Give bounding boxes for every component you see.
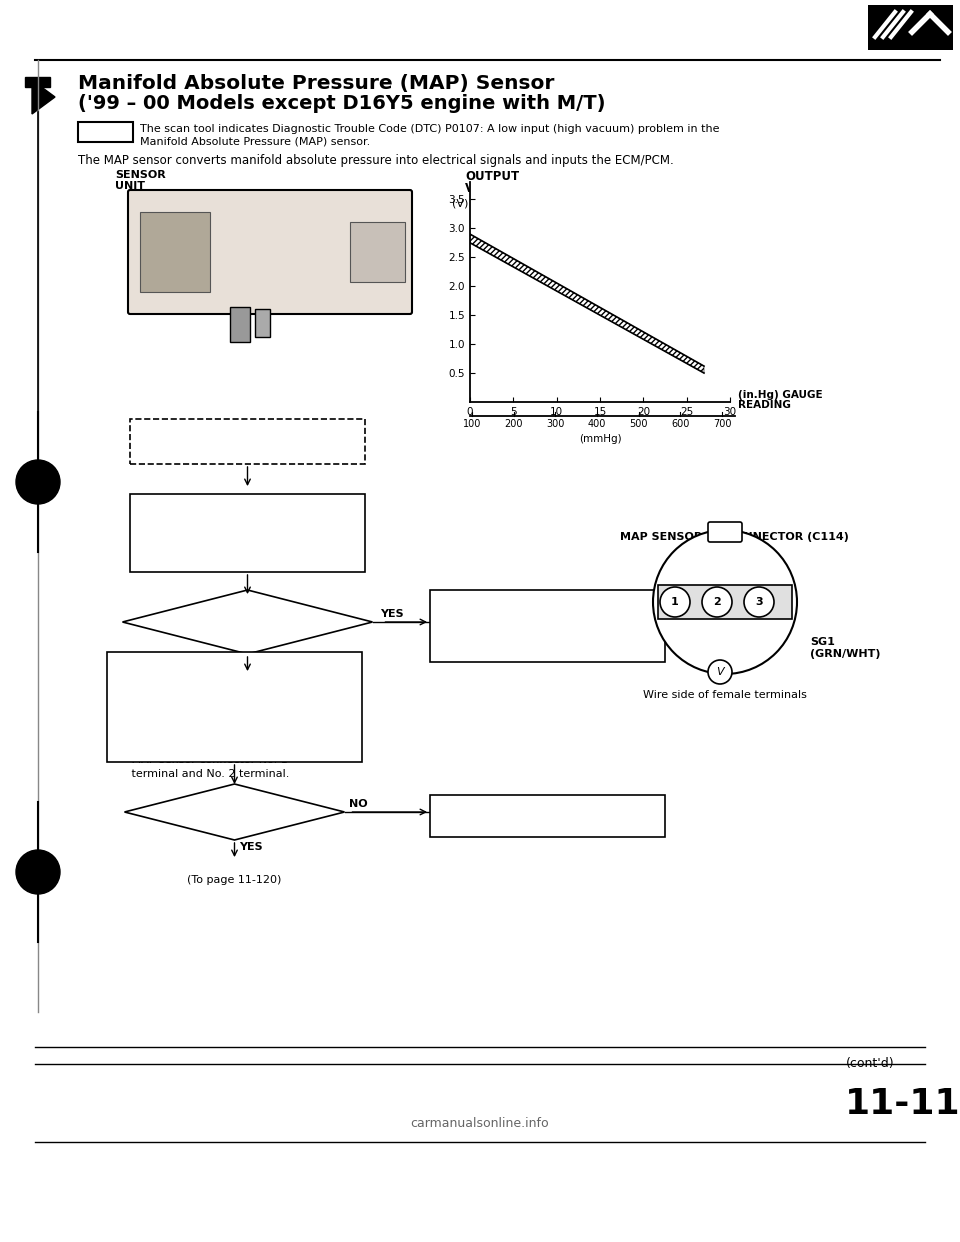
FancyBboxPatch shape: [255, 309, 270, 337]
FancyBboxPatch shape: [140, 212, 210, 292]
Text: SENSOR: SENSOR: [115, 170, 166, 180]
Text: Check for an open in wire (VCC1
line):: Check for an open in wire (VCC1 line):: [114, 660, 316, 683]
Text: READING: READING: [738, 400, 791, 410]
FancyBboxPatch shape: [78, 122, 133, 142]
FancyBboxPatch shape: [230, 307, 250, 342]
Text: (cont'd): (cont'd): [846, 1057, 895, 1071]
Polygon shape: [123, 590, 372, 655]
Text: 11-119: 11-119: [845, 1087, 960, 1122]
Text: 600: 600: [671, 419, 689, 428]
Text: Repair open in the wire between
ECM/PCM (C19) and MAP sensor.: Repair open in the wire between ECM/PCM …: [436, 801, 640, 825]
Circle shape: [702, 587, 732, 617]
Text: MAP SENSOR 3P CONNECTOR (C114): MAP SENSOR 3P CONNECTOR (C114): [620, 532, 849, 542]
Text: carmanualsonline.info: carmanualsonline.info: [411, 1117, 549, 1130]
Circle shape: [16, 850, 60, 894]
FancyBboxPatch shape: [430, 795, 665, 837]
Text: The MAP sensor converts manifold absolute pressure into electrical signals and i: The MAP sensor converts manifold absolut…: [78, 154, 674, 166]
Text: 200: 200: [504, 419, 523, 428]
Text: 500: 500: [630, 419, 648, 428]
Text: 3: 3: [756, 597, 763, 607]
Text: 100: 100: [463, 419, 481, 428]
FancyBboxPatch shape: [868, 5, 953, 50]
Text: (V): (V): [452, 197, 468, 207]
Text: Is approx. 101 kPa (760 mmHg,: Is approx. 101 kPa (760 mmHg,: [166, 614, 329, 623]
Text: Problem verification:: Problem verification:: [138, 501, 270, 510]
Text: 1.  Turn the ignition switch ON (II).
2.  Check the MAP with the scan
     tool.: 1. Turn the ignition switch ON (II). 2. …: [138, 515, 328, 553]
Text: YES: YES: [239, 842, 263, 852]
FancyBboxPatch shape: [658, 585, 792, 619]
Text: — The MIL has been reported on.
— DTC P0107 is stored.: — The MIL has been reported on. — DTC P0…: [138, 426, 345, 452]
Text: NO: NO: [252, 656, 271, 666]
FancyBboxPatch shape: [350, 222, 405, 282]
Polygon shape: [25, 77, 50, 87]
Circle shape: [708, 660, 732, 684]
Text: Wire side of female terminals: Wire side of female terminals: [643, 691, 807, 700]
Text: (in.Hg) GAUGE: (in.Hg) GAUGE: [738, 390, 823, 400]
Text: VCC1
(YEL/RED): VCC1 (YEL/RED): [610, 594, 665, 616]
Text: NO: NO: [349, 799, 368, 809]
Text: 700: 700: [712, 419, 732, 428]
Text: Manifold Absolute Pressure (MAP) sensor.: Manifold Absolute Pressure (MAP) sensor.: [140, 137, 371, 147]
Polygon shape: [125, 784, 345, 840]
Text: YES: YES: [380, 609, 404, 619]
Text: SG1
(GRN/WHT): SG1 (GRN/WHT): [810, 637, 880, 658]
Text: Manifold Absolute Pressure (MAP) Sensor: Manifold Absolute Pressure (MAP) Sensor: [78, 75, 554, 93]
Text: VOLTAGE: VOLTAGE: [465, 183, 523, 195]
Text: P0107: P0107: [83, 125, 127, 139]
Circle shape: [744, 587, 774, 617]
FancyBboxPatch shape: [130, 419, 365, 465]
Text: 300: 300: [546, 419, 564, 428]
FancyBboxPatch shape: [130, 494, 365, 573]
Circle shape: [16, 460, 60, 504]
Circle shape: [660, 587, 690, 617]
Text: 30 in.Hg) indicated?: 30 in.Hg) indicated?: [195, 628, 300, 638]
Text: UNIT: UNIT: [115, 181, 145, 191]
FancyBboxPatch shape: [128, 190, 412, 314]
Text: Is there approx. 5 V?: Is there approx. 5 V?: [177, 807, 292, 817]
FancyBboxPatch shape: [107, 652, 362, 763]
Text: The scan tool indicates Diagnostic Trouble Code (DTC) P0107: A low input (high v: The scan tool indicates Diagnostic Troub…: [140, 124, 719, 134]
FancyBboxPatch shape: [708, 522, 742, 542]
Text: OUTPUT: OUTPUT: [465, 170, 519, 183]
Text: 1.  Turn the ignition switch OFF.
2.  Disconnect the MAP sensor
     connector.
: 1. Turn the ignition switch OFF. 2. Disc…: [114, 686, 304, 779]
Text: 1: 1: [671, 597, 679, 607]
Text: V: V: [716, 667, 724, 677]
Text: 400: 400: [588, 419, 606, 428]
FancyBboxPatch shape: [430, 590, 665, 662]
Text: Intermittent failure, system is OK
at this time. Check for poor con-
nections or: Intermittent failure, system is OK at th…: [436, 596, 646, 648]
Polygon shape: [32, 79, 55, 114]
Text: (To page 11-120): (To page 11-120): [187, 876, 281, 886]
Text: ('99 – 00 Models except D16Y5 engine with M/T): ('99 – 00 Models except D16Y5 engine wit…: [78, 94, 606, 113]
Text: (mmHg): (mmHg): [579, 433, 621, 443]
Text: 2: 2: [713, 597, 721, 607]
Circle shape: [653, 530, 797, 674]
